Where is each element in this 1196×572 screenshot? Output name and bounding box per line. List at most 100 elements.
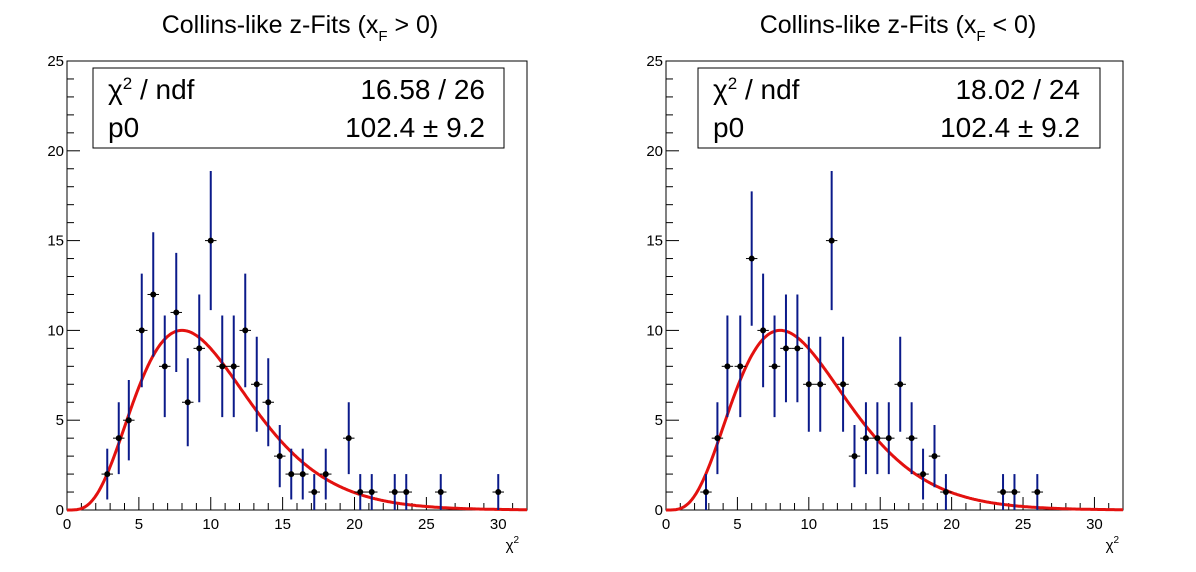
data-point (757, 273, 769, 388)
stats-box (92, 67, 505, 149)
point-marker (403, 489, 410, 496)
y-tick-label: 15 (646, 233, 663, 250)
data-point (205, 171, 217, 311)
x-tick-label: 10 (800, 516, 817, 533)
data-point (768, 315, 781, 418)
data-point (997, 474, 1009, 510)
point-marker (288, 471, 295, 478)
x-tick-label: 20 (943, 516, 960, 533)
point-marker (714, 435, 721, 442)
data-point (871, 402, 884, 475)
x-tick-label: 15 (274, 516, 291, 533)
point-marker (322, 471, 329, 478)
data-point (848, 425, 861, 488)
x-tick-label: 30 (490, 516, 507, 533)
data-point (814, 336, 826, 432)
point-marker (851, 453, 858, 460)
point-marker (125, 417, 132, 424)
point-marker (173, 309, 180, 316)
point-marker (242, 327, 249, 334)
x-tick-label: 15 (872, 516, 889, 533)
point-marker (737, 363, 744, 370)
data-point (389, 474, 401, 510)
y-tick-label: 20 (646, 143, 663, 160)
point-marker (115, 435, 122, 442)
data-point (917, 448, 929, 500)
point-marker (357, 489, 364, 496)
data-point (860, 402, 872, 475)
data-point (721, 315, 734, 418)
point-marker (230, 363, 237, 370)
point-marker (1000, 489, 1007, 496)
data-point (228, 315, 240, 418)
point-marker (862, 435, 869, 442)
y-tick-label: 0 (655, 502, 663, 519)
x-tick-label: 5 (733, 516, 741, 533)
data-point (113, 402, 125, 475)
point-marker (495, 489, 502, 496)
point-marker (391, 489, 398, 496)
stats-box (697, 67, 1101, 149)
data-point (320, 448, 332, 500)
chart-panel-xf-negative: 0 5 10 15 20 25 30 0 5 10 15 20 25 Collins-like z-Fi… (598, 0, 1196, 572)
point-marker (794, 345, 801, 352)
data-point (274, 425, 286, 488)
data-point (354, 474, 366, 510)
y-tick-label: 25 (646, 53, 663, 70)
point-marker (276, 453, 283, 460)
data-point (366, 474, 378, 510)
data-point (894, 336, 906, 432)
y-tick-label: 0 (56, 502, 64, 519)
x-tick-label: 0 (63, 516, 71, 533)
data-point (343, 402, 355, 475)
data-point (1031, 474, 1044, 510)
data-point (940, 474, 952, 510)
data-point (791, 294, 804, 403)
data-point (193, 294, 205, 403)
plot-area: 0 5 10 15 20 25 30 0 5 10 15 20 25 (646, 53, 1124, 533)
data-point (780, 294, 792, 403)
data-point (400, 474, 412, 510)
y-tick-label: 5 (655, 412, 663, 429)
point-marker (184, 399, 191, 406)
point-marker (897, 381, 904, 388)
x-axis-label: χ2 (506, 535, 520, 554)
data-point (734, 315, 746, 418)
x-tick-label: 5 (135, 516, 143, 533)
chart-panel-xf-positive: 0 5 10 15 20 25 30 0 5 10 15 20 25 Collins-like z-Fi… (47, 11, 528, 554)
point-marker (104, 471, 111, 478)
point-marker (840, 381, 847, 388)
point-marker (782, 345, 789, 352)
point-marker (138, 327, 145, 334)
data-point (170, 252, 182, 373)
data-point (825, 171, 838, 311)
point-marker (299, 471, 306, 478)
data-point (308, 474, 320, 510)
data-point (251, 336, 263, 432)
data-point (216, 315, 228, 418)
data-point (883, 402, 895, 475)
x-tick-label: 30 (1086, 516, 1103, 533)
point-marker (345, 435, 352, 442)
chart-title: Collins-like z-Fits (xF > 0) (162, 11, 439, 45)
data-point (101, 448, 113, 500)
point-marker (885, 435, 892, 442)
stats-chi2-label: χ2 / ndf (713, 74, 800, 105)
data-point (123, 380, 135, 461)
chart-xf-negative: 0 5 10 15 20 25 30 0 5 10 15 20 25 Collins-like z-Fi… (646, 11, 1124, 554)
chart-title: Collins-like z-Fits (xF < 0) (760, 11, 1037, 45)
point-marker (931, 453, 938, 460)
point-marker (253, 381, 260, 388)
point-marker (311, 489, 318, 496)
data-point (928, 425, 941, 488)
stats-chi2-value: 18.02 / 24 (955, 74, 1080, 105)
point-marker (748, 255, 755, 262)
data-point (1008, 474, 1021, 510)
data-point (285, 448, 297, 500)
point-marker (805, 381, 812, 388)
fit-curve (67, 328, 527, 512)
data-point (297, 448, 309, 500)
y-tick-label: 5 (56, 412, 64, 429)
chart-xf-positive: 0 5 10 15 20 25 30 0 5 10 15 20 25 Collins-like z-Fi… (47, 11, 528, 554)
data-point (182, 358, 194, 447)
